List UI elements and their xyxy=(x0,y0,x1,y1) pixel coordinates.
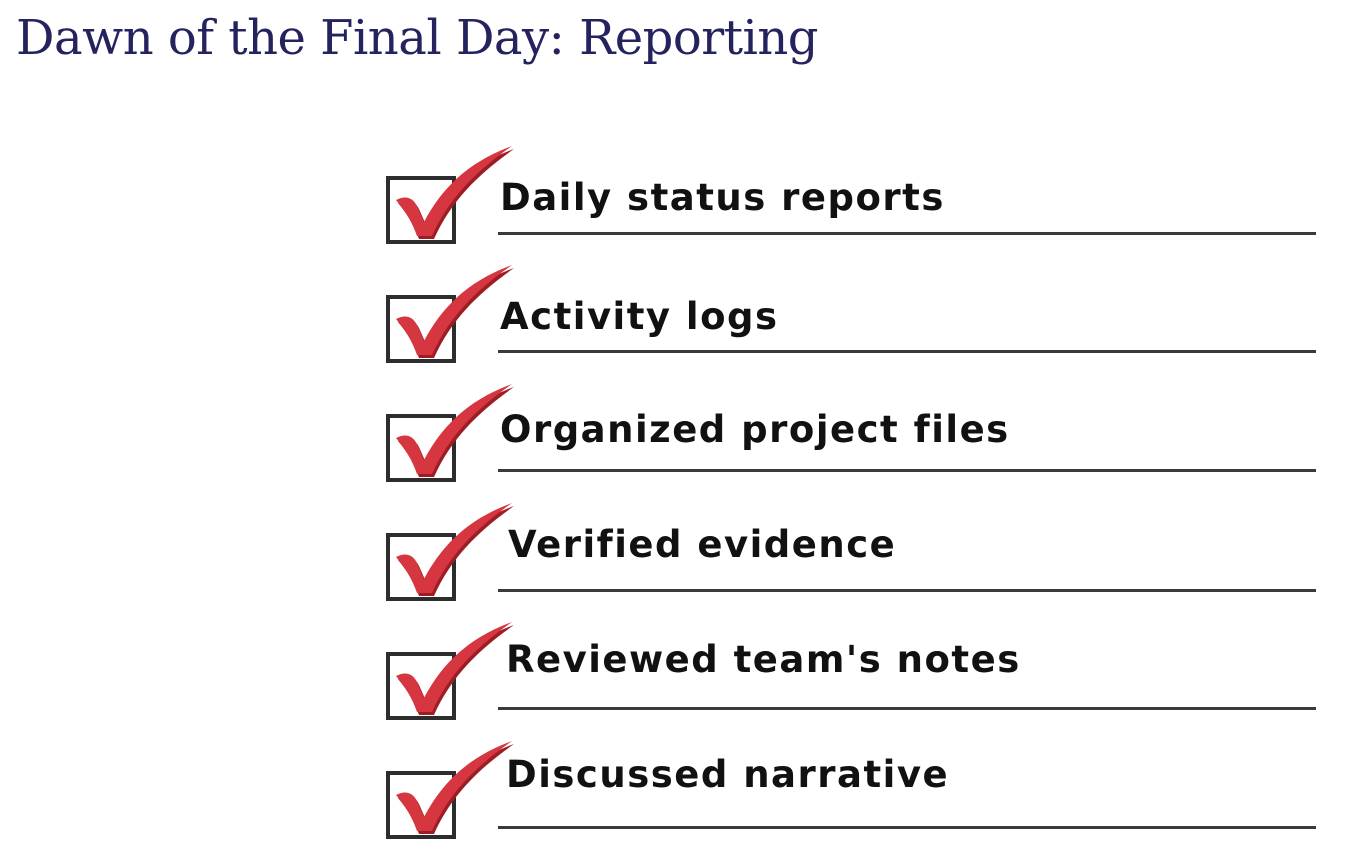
slide-title: Dawn of the Final Day: Reporting xyxy=(16,10,819,66)
write-line xyxy=(498,707,1316,710)
checkbox xyxy=(384,140,524,250)
write-line xyxy=(498,826,1316,829)
red-checkmark-icon xyxy=(386,622,514,720)
checklist-item-label: Discussed narrative xyxy=(506,753,950,796)
checklist-item: Activity logs xyxy=(384,259,1324,369)
checkbox xyxy=(384,735,524,845)
checkbox xyxy=(384,378,524,488)
checklist-item-label: Activity logs xyxy=(500,295,779,338)
checkbox xyxy=(384,259,524,369)
red-checkmark-icon xyxy=(386,503,514,601)
checklist-item: Verified evidence xyxy=(384,497,1324,607)
write-line xyxy=(498,232,1316,235)
checklist-item-label: Organized project files xyxy=(500,408,1010,451)
checklist-item: Organized project files xyxy=(384,378,1324,488)
checklist-item: Discussed narrative xyxy=(384,735,1324,845)
checkbox xyxy=(384,497,524,607)
checklist-item: Daily status reports xyxy=(384,140,1324,250)
write-line xyxy=(498,469,1316,472)
write-line xyxy=(498,589,1316,592)
checklist-item-label: Daily status reports xyxy=(500,176,945,219)
checklist-item-label: Reviewed team's notes xyxy=(506,638,1021,681)
red-checkmark-icon xyxy=(386,146,514,244)
checklist-item: Reviewed team's notes xyxy=(384,616,1324,726)
red-checkmark-icon xyxy=(386,265,514,363)
write-line xyxy=(498,350,1316,353)
red-checkmark-icon xyxy=(386,384,514,482)
checklist-item-label: Verified evidence xyxy=(508,523,897,566)
red-checkmark-icon xyxy=(386,741,514,839)
checkbox xyxy=(384,616,524,726)
